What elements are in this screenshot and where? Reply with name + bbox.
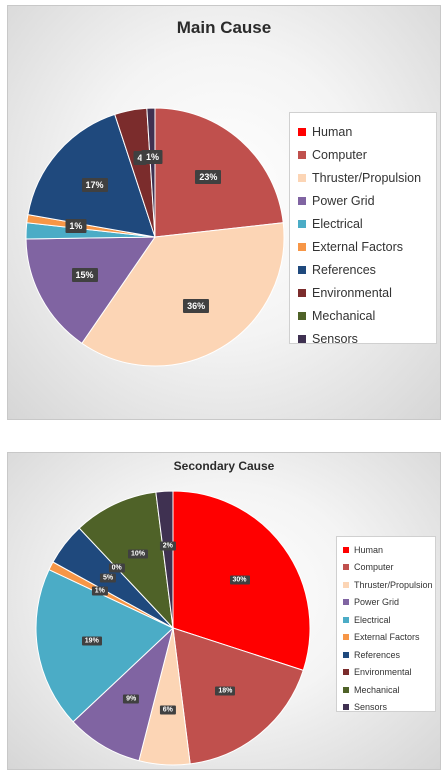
legend-item-human: Human bbox=[298, 120, 436, 143]
legend-swatch bbox=[343, 546, 349, 553]
legend-item-external-factors: External Factors bbox=[343, 629, 435, 647]
legend-item-computer: Computer bbox=[343, 559, 435, 577]
legend-label: Environmental bbox=[354, 667, 412, 678]
data-label-sensors: 1% bbox=[141, 150, 163, 165]
legend: Human Computer Thruster/Propulsion Power Gr… bbox=[289, 112, 437, 346]
legend-label: Electrical bbox=[312, 216, 363, 231]
legend-item-thruster-propulsion: Thruster/Propulsion bbox=[298, 166, 436, 189]
pie-slice-computer bbox=[172, 627, 304, 765]
legend-item-electrical: Electrical bbox=[298, 212, 436, 235]
data-label-references: 17% bbox=[81, 177, 108, 192]
legend-item-external-factors: External Factors bbox=[298, 235, 436, 258]
legend-item-mechanical: Mechanical bbox=[343, 681, 435, 699]
legend-label: External Factors bbox=[354, 632, 420, 643]
data-label-external-factors: 1% bbox=[91, 586, 108, 596]
data-label-external-factors: 1% bbox=[65, 218, 87, 233]
legend-label: Environmental bbox=[312, 285, 392, 300]
data-label-mechanical: 10% bbox=[127, 549, 149, 559]
legend-label: Computer bbox=[312, 147, 367, 162]
data-label-power-grid: 9% bbox=[123, 694, 140, 704]
legend-item-references: References bbox=[343, 646, 435, 664]
pie-slice-sensors bbox=[146, 107, 156, 238]
legend-label: Power Grid bbox=[312, 193, 375, 208]
legend-swatch bbox=[298, 150, 306, 159]
legend-item-environmental: Environmental bbox=[298, 281, 436, 304]
legend-label: References bbox=[312, 262, 376, 277]
legend-label: Sensors bbox=[312, 331, 358, 346]
legend-swatch bbox=[343, 616, 349, 623]
pie-slice-power-grid bbox=[25, 236, 156, 344]
legend-swatch bbox=[343, 704, 349, 711]
legend-item-human: Human bbox=[343, 541, 435, 559]
legend-item-thruster-propulsion: Thruster/Propulsion bbox=[343, 576, 435, 594]
secondary-cause-chart: Secondary Cause Human Computer Thruster/Pr… bbox=[7, 452, 441, 770]
legend-item-environmental: Environmental bbox=[343, 664, 435, 682]
legend-swatch bbox=[298, 127, 306, 136]
pie-plot bbox=[35, 490, 311, 766]
legend-swatch bbox=[343, 564, 349, 571]
data-label-computer: 18% bbox=[215, 686, 236, 696]
legend-swatch bbox=[343, 686, 349, 693]
data-label-human: 30% bbox=[229, 575, 250, 585]
legend-swatch bbox=[298, 311, 306, 320]
legend-swatch bbox=[298, 288, 306, 297]
pie-slice-mechanical bbox=[78, 491, 174, 630]
data-label-references: 5% bbox=[99, 573, 117, 583]
legend-swatch bbox=[343, 599, 349, 606]
pie-slice-electrical bbox=[35, 569, 174, 723]
legend-label: Power Grid bbox=[354, 597, 400, 608]
data-label-thruster-propulsion: 36% bbox=[183, 298, 210, 313]
legend-swatch bbox=[298, 173, 306, 182]
data-label-power-grid: 15% bbox=[71, 267, 98, 282]
legend-label: Thruster/Propulsion bbox=[354, 579, 433, 590]
legend-label: Thruster/Propulsion bbox=[312, 170, 422, 185]
data-label-thruster-propulsion: 6% bbox=[159, 705, 176, 715]
legend-label: Mechanical bbox=[312, 308, 376, 323]
legend-label: Human bbox=[354, 544, 384, 555]
legend-swatch bbox=[343, 669, 349, 676]
pie-plot bbox=[25, 107, 285, 367]
data-label-electrical: 19% bbox=[81, 636, 102, 646]
legend-item-sensors: Sensors bbox=[343, 699, 435, 717]
legend-label: Mechanical bbox=[354, 684, 400, 695]
data-label-computer: 23% bbox=[195, 170, 222, 185]
chart-title: Main Cause bbox=[176, 18, 272, 37]
legend-item-references: References bbox=[298, 258, 436, 281]
pie-slice-thruster-propulsion bbox=[81, 222, 285, 367]
legend-label: References bbox=[354, 649, 401, 660]
chart-title: Secondary Cause bbox=[173, 459, 275, 473]
legend-item-sensors: Sensors bbox=[298, 327, 436, 350]
pie-slice-sensors bbox=[155, 490, 174, 629]
legend-item-mechanical: Mechanical bbox=[298, 304, 436, 327]
legend-swatch bbox=[343, 634, 349, 641]
legend-label: Human bbox=[312, 124, 353, 139]
pie-slice-references bbox=[27, 113, 156, 238]
legend-label: Electrical bbox=[354, 614, 391, 625]
data-label-sensors: 2% bbox=[159, 541, 176, 551]
legend-swatch bbox=[298, 242, 306, 251]
legend-swatch bbox=[298, 196, 306, 205]
legend-item-power-grid: Power Grid bbox=[298, 189, 436, 212]
legend-item-power-grid: Power Grid bbox=[343, 594, 435, 612]
legend-item-electrical: Electrical bbox=[343, 611, 435, 629]
legend-label: External Factors bbox=[312, 239, 404, 254]
legend-swatch bbox=[343, 581, 349, 588]
main-cause-chart: Main Cause Human Computer Thruster/Propuls… bbox=[7, 5, 441, 420]
legend-label: Sensors bbox=[354, 702, 388, 713]
legend: Human Computer Thruster/Propulsion Power Gr… bbox=[336, 536, 436, 712]
legend-swatch bbox=[298, 334, 306, 343]
legend-label: Computer bbox=[354, 562, 394, 573]
legend-item-computer: Computer bbox=[298, 143, 436, 166]
data-label-environmental: 0% bbox=[108, 563, 125, 573]
legend-swatch bbox=[343, 651, 349, 658]
legend-swatch bbox=[298, 219, 306, 228]
legend-swatch bbox=[298, 265, 306, 274]
